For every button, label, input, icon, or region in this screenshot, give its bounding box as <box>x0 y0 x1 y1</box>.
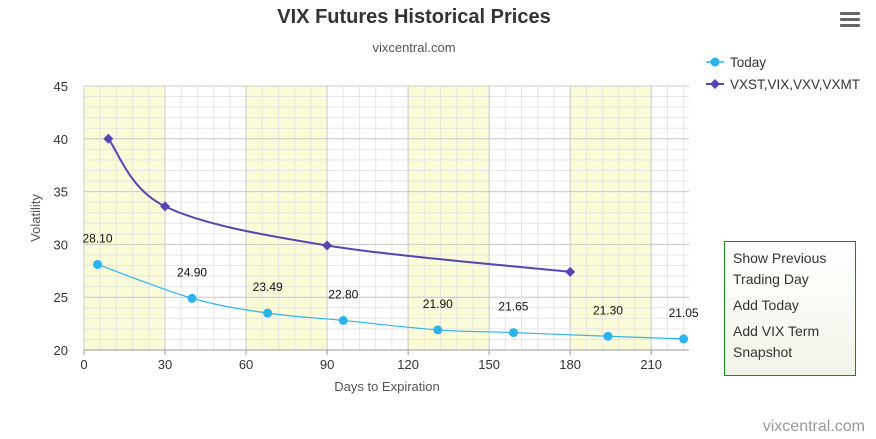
data-point-indices <box>103 133 114 144</box>
data-label: 24.90 <box>177 265 207 279</box>
data-point-indices <box>322 240 333 251</box>
y-tick-label: 45 <box>54 79 68 94</box>
side-panel: Show Previous Trading Day Add Today Add … <box>724 241 856 376</box>
shade-band <box>84 86 166 350</box>
menu-bar <box>840 12 860 15</box>
shade-band <box>570 86 652 350</box>
x-axis-title: Days to Expiration <box>334 379 440 394</box>
y-tick-label: 25 <box>54 290 68 305</box>
y-tick-label: 30 <box>54 237 68 252</box>
menu-bar <box>840 24 860 27</box>
y-tick-label: 40 <box>54 132 68 147</box>
data-point-today <box>263 308 273 318</box>
data-point-indices <box>565 266 576 277</box>
menu-bar <box>840 18 860 21</box>
data-label: 21.05 <box>669 306 699 320</box>
data-point-today <box>433 325 443 335</box>
data-point-today <box>338 315 348 325</box>
x-tick-label: 210 <box>640 357 662 372</box>
shaded-bands <box>84 86 652 350</box>
data-label: 23.49 <box>253 280 283 294</box>
legend-label: VXST,VIX,VXV,VXMT <box>730 76 861 92</box>
data-label: 22.80 <box>328 287 358 301</box>
legend-diamond-marker-icon <box>706 79 724 89</box>
y-tick-label: 35 <box>54 185 68 200</box>
axes: 0 30 60 90 120 150 180 210 20 25 30 35 40 45 <box>54 79 689 372</box>
x-tick-label: 150 <box>478 357 500 372</box>
credit-text: vixcentral.com <box>762 418 865 435</box>
series-line-indices <box>107 138 571 273</box>
legend-label: Today <box>730 54 767 70</box>
x-tick-label: 30 <box>158 357 172 372</box>
data-labels: 28.10 24.90 23.49 22.80 21.90 21.65 21.30 21.05 <box>82 231 698 319</box>
data-point-today <box>679 334 689 344</box>
data-point-today <box>508 328 518 338</box>
shade-band <box>246 86 328 350</box>
x-tick-label: 90 <box>320 357 334 372</box>
data-label: 21.90 <box>423 297 453 311</box>
data-point-today <box>603 331 613 341</box>
chart-subtitle: vixcentral.com <box>372 40 456 55</box>
series-markers <box>93 133 689 344</box>
data-point-today <box>93 259 103 269</box>
x-tick-label: 60 <box>239 357 253 372</box>
legend-item-indices[interactable]: VXST,VIX,VXV,VXMT <box>706 74 860 94</box>
x-tick-label: 180 <box>559 357 581 372</box>
show-previous-trading-day-button[interactable]: Show Previous Trading Day <box>733 250 827 287</box>
legend: Today VXST,VIX,VXV,VXMT <box>706 52 860 96</box>
data-label: 21.30 <box>593 303 623 317</box>
chart-title: VIX Futures Historical Prices <box>277 6 551 28</box>
hamburger-menu-icon[interactable] <box>838 10 862 32</box>
legend-circle-marker-icon <box>706 57 724 67</box>
add-today-button[interactable]: Add Today <box>733 297 799 313</box>
x-tick-label: 120 <box>397 357 419 372</box>
data-label: 28.10 <box>82 231 112 245</box>
y-tick-label: 20 <box>54 343 68 358</box>
legend-item-today[interactable]: Today <box>706 52 860 72</box>
x-tick-label: 0 <box>80 357 87 372</box>
add-vix-term-snapshot-button[interactable]: Add VIX Term Snapshot <box>733 323 820 360</box>
data-point-indices <box>160 201 171 212</box>
y-axis-title: Volatility <box>28 194 43 242</box>
data-point-today <box>187 293 197 303</box>
data-label: 21.65 <box>498 300 528 314</box>
shade-band <box>408 86 490 350</box>
